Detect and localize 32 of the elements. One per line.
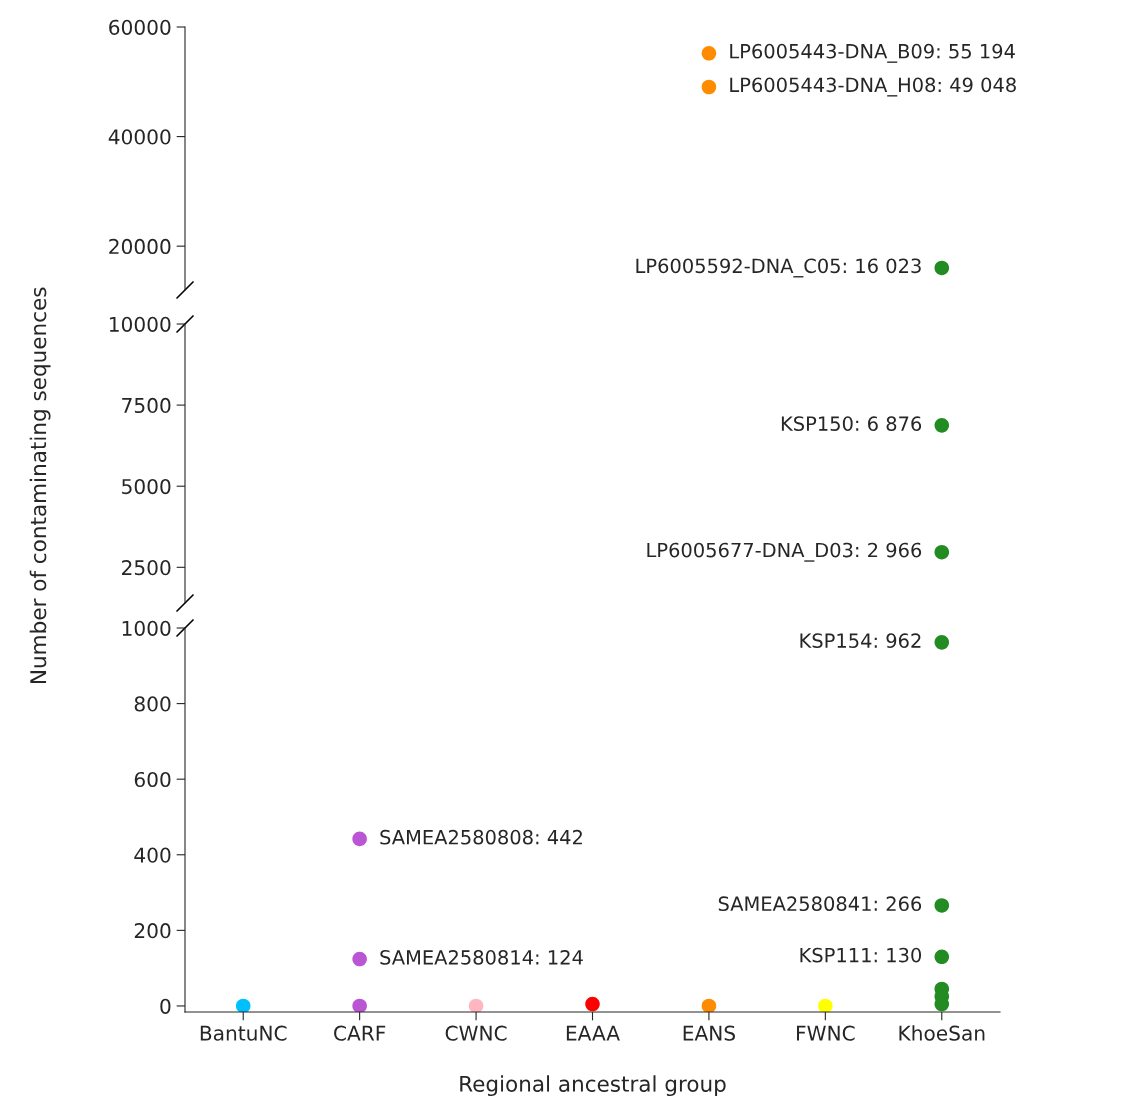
x-tick-label: EANS bbox=[683, 1025, 735, 1041]
y-axis-title: Number of contaminating sequences bbox=[29, 287, 51, 683]
annotation: KSP154: 962 bbox=[800, 633, 921, 648]
x-tick-label: BantuNC bbox=[200, 1025, 287, 1041]
y-tick-label: 10000 bbox=[109, 316, 171, 332]
annotation: LP6005592-DNA_C05: 16 023 bbox=[636, 258, 921, 278]
x-tick-label: CARF bbox=[334, 1025, 386, 1041]
annotation: SAMEA2580841: 266 bbox=[718, 896, 922, 912]
annotation: LP6005443-DNA_H08: 49 048 bbox=[730, 77, 1016, 97]
x-tick-label: CWNC bbox=[445, 1025, 507, 1041]
y-tick-label: 40000 bbox=[108, 129, 171, 145]
y-tick-label: 60000 bbox=[109, 19, 171, 35]
annotation: LP6005443-DNA_B09: 55 194 bbox=[730, 43, 1015, 63]
y-tick-label: 5000 bbox=[122, 478, 171, 495]
y-tick-label: 200 bbox=[134, 923, 171, 939]
annotation: SAMEA2580814: 124 bbox=[380, 950, 583, 965]
y-tick-label: 2500 bbox=[122, 560, 171, 576]
y-tick-label: 600 bbox=[134, 771, 171, 788]
y-tick-label: 800 bbox=[134, 696, 171, 712]
x-tick-label: KhoeSan bbox=[899, 1025, 985, 1041]
annotation: SAMEA2580808: 442 bbox=[380, 829, 582, 845]
y-tick-label: 20000 bbox=[109, 238, 171, 255]
x-tick-label: EAAA bbox=[566, 1025, 620, 1041]
y-tick-label: 400 bbox=[134, 847, 171, 863]
annotation: KSP111: 130 bbox=[800, 947, 922, 963]
annotation: KSP150: 6 876 bbox=[781, 416, 922, 431]
y-tick-label: 1000 bbox=[122, 620, 171, 636]
annotation: LP6005677-DNA_D03: 2 966 bbox=[647, 542, 922, 562]
x-axis-title: Regional ancestral group bbox=[460, 1075, 726, 1097]
y-tick-label: 7500 bbox=[122, 397, 171, 414]
x-tick-label: FWNC bbox=[797, 1025, 855, 1041]
y-tick-label: 0 bbox=[160, 998, 171, 1014]
